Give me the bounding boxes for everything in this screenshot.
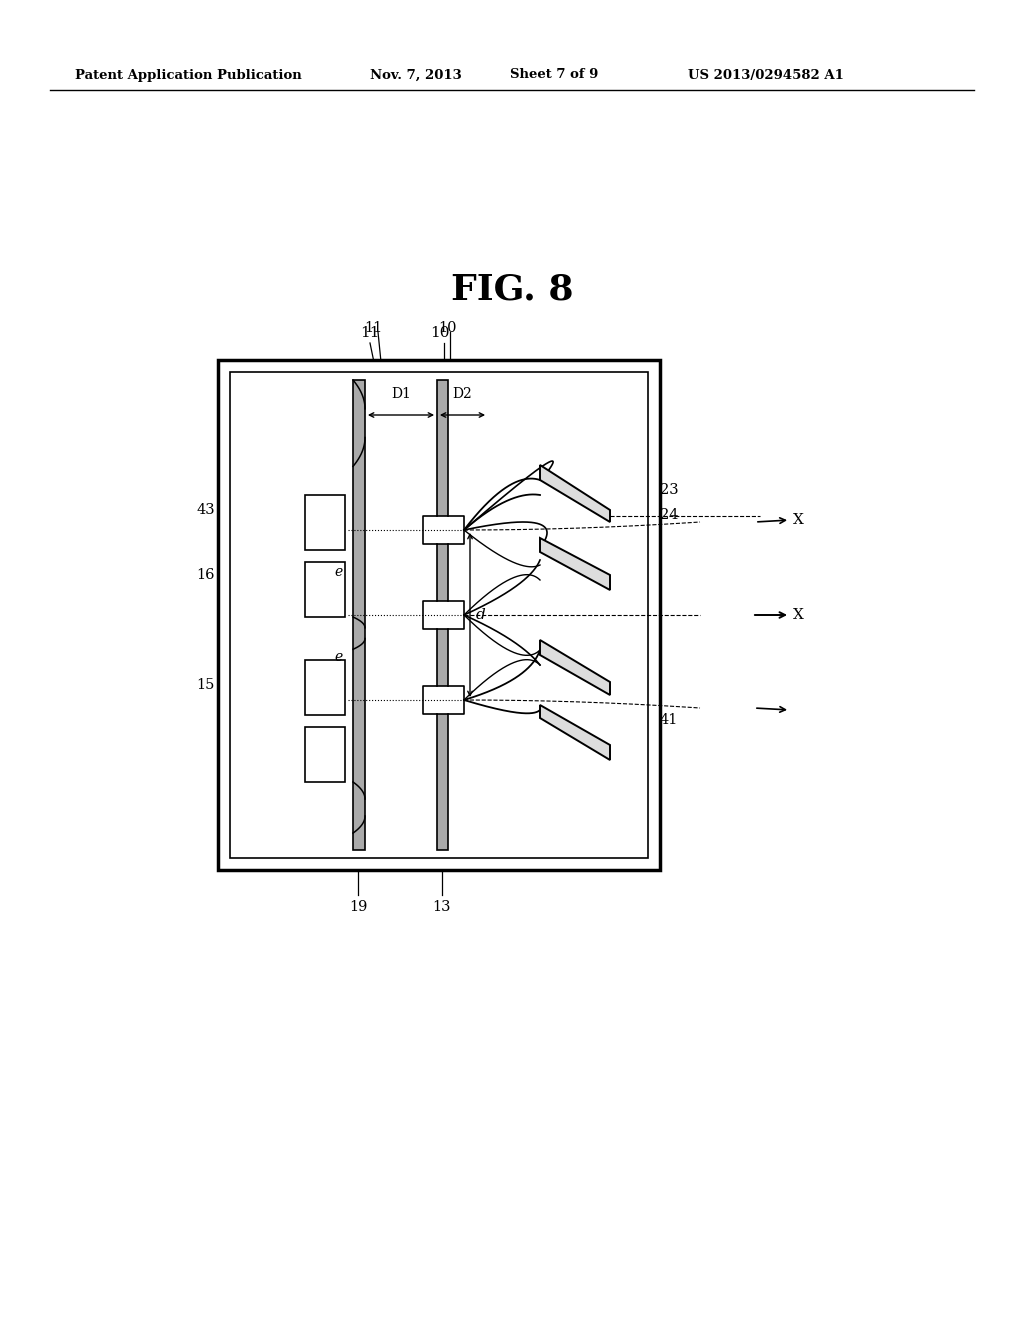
Text: 41: 41 (660, 713, 678, 727)
Text: US 2013/0294582 A1: US 2013/0294582 A1 (688, 69, 844, 82)
Bar (305, 495, 345, 550)
Text: d: d (476, 609, 485, 622)
Text: 13: 13 (433, 900, 452, 913)
Bar (305, 727, 345, 781)
Polygon shape (540, 705, 610, 760)
Bar (437, 544, 449, 601)
Bar (437, 630, 449, 686)
Polygon shape (540, 465, 610, 521)
Polygon shape (540, 640, 610, 696)
Text: Nov. 7, 2013: Nov. 7, 2013 (370, 69, 462, 82)
Bar (353, 380, 365, 850)
Text: D2: D2 (453, 387, 472, 401)
Bar (305, 660, 345, 715)
Text: 11: 11 (364, 321, 382, 335)
Text: Sheet 7 of 9: Sheet 7 of 9 (510, 69, 598, 82)
Bar (230, 372, 648, 858)
Bar (437, 714, 449, 850)
Text: e: e (335, 565, 343, 579)
Text: 11: 11 (360, 326, 380, 341)
Text: X: X (793, 513, 804, 527)
Text: 19: 19 (349, 900, 368, 913)
Bar (305, 562, 345, 616)
Text: 10: 10 (437, 321, 457, 335)
Text: 10: 10 (430, 326, 450, 341)
Text: e: e (335, 649, 343, 664)
Text: X: X (793, 609, 804, 622)
Bar (437, 380, 449, 516)
Polygon shape (540, 539, 610, 590)
Bar (218, 360, 660, 870)
Text: 15: 15 (197, 678, 215, 692)
Text: D1: D1 (391, 387, 411, 401)
Text: 43: 43 (197, 503, 215, 517)
Text: 23: 23 (660, 483, 679, 498)
Text: Patent Application Publication: Patent Application Publication (75, 69, 302, 82)
Text: 16: 16 (197, 568, 215, 582)
Text: FIG. 8: FIG. 8 (451, 273, 573, 308)
Text: 24: 24 (660, 508, 679, 521)
